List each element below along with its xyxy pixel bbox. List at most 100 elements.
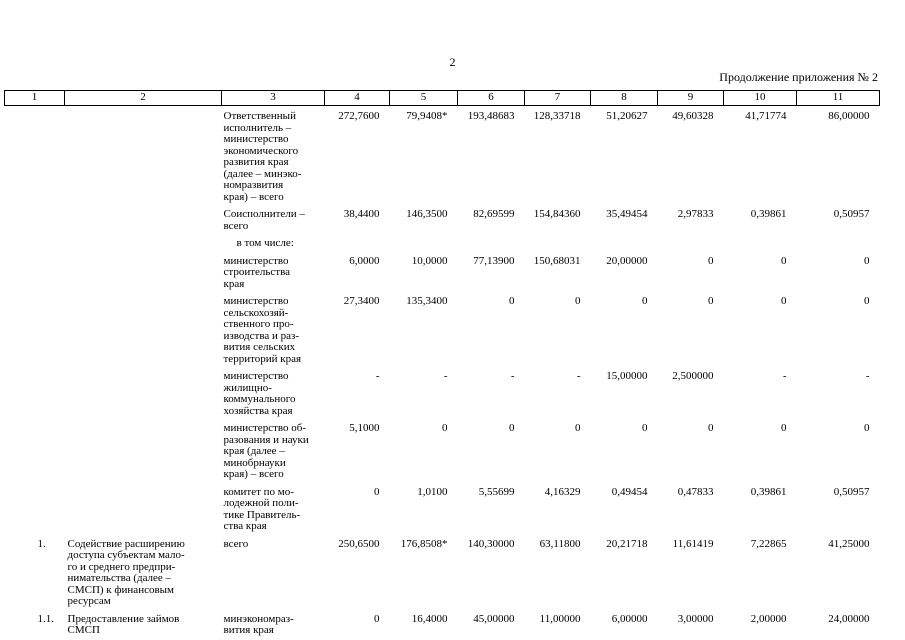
activity-cell: Содействие расширению доступа субъектам … bbox=[67, 537, 185, 607]
activity-cell bbox=[65, 106, 222, 205]
value-cell bbox=[797, 233, 880, 251]
activity-cell bbox=[65, 204, 222, 233]
column-header: 2 bbox=[64, 90, 222, 106]
row-number-cell bbox=[5, 106, 65, 205]
executor-cell: министерство жилищно- коммунального хозя… bbox=[223, 370, 296, 417]
table-row: министерство об- разования и науки края … bbox=[5, 418, 880, 482]
executor-cell: Ответственный исполнитель – министерство… bbox=[223, 110, 302, 203]
value-cell: 79,9408* bbox=[406, 110, 448, 122]
value-cell bbox=[658, 233, 724, 251]
value-cell: 20,00000 bbox=[606, 254, 648, 267]
value-cell: 0 bbox=[781, 422, 787, 434]
table-row: министерство жилищно- коммунального хозя… bbox=[5, 366, 880, 418]
value-cell: 77,13900 bbox=[473, 254, 515, 267]
executor-cell: Соисполнители – всего bbox=[223, 208, 305, 232]
value-cell: 0 bbox=[509, 422, 515, 434]
value-cell: 0 bbox=[642, 295, 648, 307]
value-cell: - bbox=[375, 370, 380, 382]
value-cell bbox=[325, 233, 390, 251]
value-cell: - bbox=[576, 370, 581, 382]
value-cell: 0 bbox=[575, 295, 581, 307]
activity-cell bbox=[65, 291, 222, 366]
activity-cell bbox=[65, 233, 222, 251]
value-cell: 0 bbox=[442, 422, 448, 434]
value-cell: 154,84360 bbox=[533, 208, 581, 220]
row-number-cell bbox=[5, 204, 65, 233]
value-cell: 27,3400 bbox=[343, 295, 380, 307]
value-cell: 0 bbox=[708, 295, 714, 307]
value-cell: 176,8508* bbox=[400, 537, 448, 550]
executor-cell: министерство сельскохозяй- ственного про… bbox=[223, 295, 302, 365]
value-cell: 0 bbox=[864, 254, 870, 267]
value-cell: 250,6500 bbox=[338, 537, 380, 550]
value-cell: - bbox=[510, 370, 515, 382]
value-cell: 135,3400 bbox=[406, 295, 448, 307]
executor-cell: министерство строительства края bbox=[223, 254, 291, 290]
value-cell: 0 bbox=[864, 295, 870, 307]
value-cell: 0,49454 bbox=[611, 485, 648, 498]
table-row: 1.1. Предоставление займов СМСП минэконо… bbox=[5, 609, 880, 638]
value-cell: 86,00000 bbox=[828, 110, 870, 122]
value-cell: 10,0000 bbox=[411, 254, 448, 267]
executor-cell: в том числе: bbox=[236, 237, 294, 249]
column-header: 6 bbox=[457, 90, 525, 106]
table-row: в том числе: bbox=[5, 233, 880, 251]
value-cell: 16,4000 bbox=[411, 612, 448, 625]
row-number-cell: 1. bbox=[37, 537, 46, 550]
value-cell: 2,97833 bbox=[677, 208, 714, 220]
value-cell: 38,4400 bbox=[343, 208, 380, 220]
value-cell: 6,0000 bbox=[349, 254, 380, 267]
row-number-cell bbox=[5, 482, 65, 534]
value-cell: 0,39861 bbox=[750, 208, 787, 220]
value-cell: - bbox=[865, 370, 870, 382]
column-header: 8 bbox=[590, 90, 658, 106]
table-row: комитет по мо- лодежной поли- тике Прави… bbox=[5, 482, 880, 534]
value-cell: 11,61419 bbox=[672, 537, 714, 550]
value-cell: 63,11800 bbox=[539, 537, 581, 550]
row-number-cell bbox=[5, 366, 65, 418]
page-number: 2 bbox=[449, 55, 456, 69]
value-cell: 0 bbox=[708, 254, 714, 267]
value-cell: 0 bbox=[575, 422, 581, 434]
column-header: 9 bbox=[657, 90, 724, 106]
value-cell: 51,20627 bbox=[606, 110, 648, 122]
value-cell: 0,50957 bbox=[833, 485, 870, 498]
value-cell: - bbox=[443, 370, 448, 382]
value-cell: 49,60328 bbox=[672, 110, 714, 122]
table-row: 1. Содействие расширению доступа субъект… bbox=[5, 534, 880, 609]
value-cell: 2,500000 bbox=[672, 370, 714, 382]
value-cell: 0 bbox=[642, 422, 648, 434]
table-row: Ответственный исполнитель – министерство… bbox=[5, 106, 880, 205]
activity-cell bbox=[65, 482, 222, 534]
value-cell: 0,47833 bbox=[677, 485, 714, 498]
value-cell bbox=[458, 233, 525, 251]
value-cell: 41,71774 bbox=[745, 110, 787, 122]
value-cell: 0 bbox=[864, 422, 870, 434]
value-cell: 45,00000 bbox=[473, 612, 515, 625]
column-header: 11 bbox=[796, 90, 880, 106]
value-cell: 82,69599 bbox=[473, 208, 515, 220]
value-cell: 20,21718 bbox=[606, 537, 648, 550]
value-cell: 0,39861 bbox=[750, 485, 787, 498]
row-number-cell: 1.1. bbox=[37, 612, 55, 625]
value-cell: 0 bbox=[781, 254, 787, 267]
value-cell: 140,30000 bbox=[467, 537, 515, 550]
table-header-row: 1 2 3 4 5 6 7 8 9 10 11 bbox=[4, 90, 880, 106]
executor-cell: министерство об- разования и науки края … bbox=[223, 422, 309, 480]
value-cell: 5,55699 bbox=[478, 485, 515, 498]
table-row: министерство строительства края 6,0000 1… bbox=[5, 251, 880, 292]
value-cell: 24,00000 bbox=[828, 612, 870, 625]
activity-cell bbox=[65, 366, 222, 418]
value-cell: 128,33718 bbox=[533, 110, 581, 122]
value-cell: 0 bbox=[708, 422, 714, 434]
row-number-cell bbox=[5, 291, 65, 366]
value-cell bbox=[390, 233, 458, 251]
value-cell: 4,16329 bbox=[544, 485, 581, 498]
activity-cell bbox=[65, 251, 222, 292]
value-cell: 6,00000 bbox=[611, 612, 648, 625]
column-header: 5 bbox=[389, 90, 458, 106]
row-number-cell bbox=[5, 251, 65, 292]
value-cell: 3,00000 bbox=[677, 612, 714, 625]
column-header: 10 bbox=[723, 90, 797, 106]
